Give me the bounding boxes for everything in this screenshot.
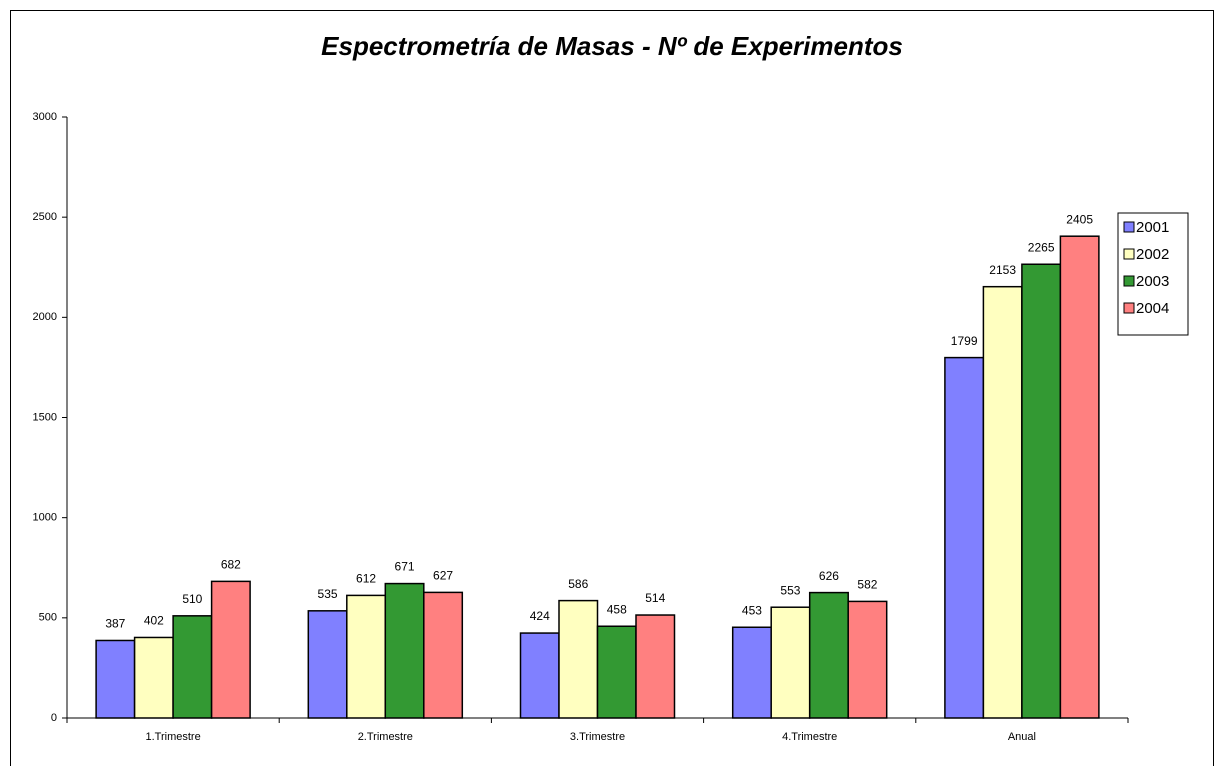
chart-frame bbox=[10, 10, 1214, 766]
value-label: 387 bbox=[105, 617, 125, 631]
bar bbox=[1021, 263, 1062, 719]
bar bbox=[346, 594, 387, 719]
chart-title: Espectrometría de Masas - Nº de Experime… bbox=[321, 31, 903, 61]
x-tick-label: Anual bbox=[1008, 731, 1036, 743]
x-tick-label: 2.Trimestre bbox=[358, 731, 413, 743]
x-tick-label: 4.Trimestre bbox=[782, 731, 837, 743]
x-tick-label: 1.Trimestre bbox=[145, 731, 200, 743]
value-label: 553 bbox=[780, 583, 800, 597]
bar bbox=[558, 599, 599, 719]
y-tick-label: 1000 bbox=[33, 512, 57, 524]
value-label: 627 bbox=[433, 569, 453, 583]
value-label: 586 bbox=[568, 577, 588, 591]
value-label: 2405 bbox=[1066, 212, 1093, 226]
value-label: 671 bbox=[395, 560, 415, 574]
legend-swatch bbox=[1123, 248, 1135, 260]
y-tick-label: 500 bbox=[39, 612, 57, 624]
y-tick-label: 1500 bbox=[33, 411, 57, 423]
bar bbox=[596, 625, 637, 719]
value-label: 510 bbox=[182, 592, 202, 606]
bar bbox=[384, 582, 425, 719]
bar bbox=[172, 615, 213, 719]
legend-swatch bbox=[1123, 275, 1135, 287]
legend-swatch bbox=[1123, 221, 1135, 233]
bar bbox=[519, 632, 560, 719]
y-tick-label: 3000 bbox=[33, 111, 57, 123]
value-label: 458 bbox=[607, 602, 627, 616]
value-label: 424 bbox=[530, 609, 550, 623]
y-tick-label: 2500 bbox=[33, 211, 57, 223]
bar bbox=[133, 636, 174, 719]
bar bbox=[808, 591, 849, 719]
value-label: 2153 bbox=[989, 263, 1016, 277]
bar bbox=[1059, 235, 1100, 719]
legend-label: 2003 bbox=[1136, 273, 1169, 290]
value-label: 582 bbox=[857, 578, 877, 592]
value-label: 612 bbox=[356, 572, 376, 586]
y-tick-label: 2000 bbox=[33, 311, 57, 323]
legend-label: 2002 bbox=[1136, 246, 1169, 263]
bar bbox=[944, 356, 985, 719]
bar bbox=[847, 600, 888, 719]
bar bbox=[770, 606, 811, 719]
y-tick-label: 0 bbox=[51, 712, 57, 724]
bar bbox=[307, 610, 348, 719]
value-label: 1799 bbox=[951, 334, 978, 348]
value-label: 2265 bbox=[1028, 240, 1055, 254]
x-tick-label: 3.Trimestre bbox=[570, 731, 625, 743]
value-label: 453 bbox=[742, 603, 762, 617]
value-label: 514 bbox=[645, 591, 665, 605]
legend-label: 2001 bbox=[1136, 219, 1169, 236]
value-label: 682 bbox=[221, 558, 241, 572]
bar bbox=[982, 285, 1023, 719]
legend-label: 2004 bbox=[1136, 300, 1169, 317]
bar bbox=[423, 591, 464, 719]
legend-swatch bbox=[1123, 302, 1135, 314]
legend-box bbox=[1117, 212, 1189, 336]
bar bbox=[635, 614, 676, 719]
bar bbox=[95, 639, 136, 719]
value-label: 626 bbox=[819, 569, 839, 583]
value-label: 535 bbox=[318, 587, 338, 601]
bar bbox=[731, 626, 772, 719]
bar bbox=[210, 580, 251, 719]
value-label: 402 bbox=[144, 614, 164, 628]
